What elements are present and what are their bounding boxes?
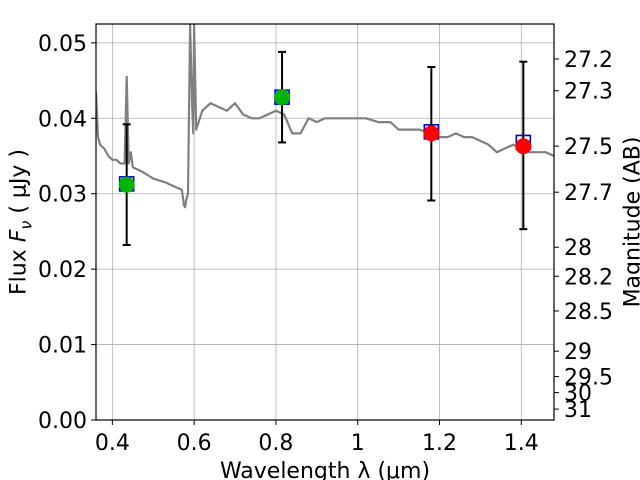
x-tick-label: 1.4 (504, 431, 539, 456)
y-tick-label: 0.05 (38, 32, 87, 57)
mag-tick-label: 27.3 (564, 80, 613, 105)
plot-frame (95, 23, 555, 421)
grid (96, 24, 554, 421)
mag-tick-label: 28.5 (564, 300, 613, 325)
mag-tick-label: 31 (564, 398, 592, 423)
y-label-subscript: ν (17, 221, 36, 230)
y-label-unit: ( μJy ) (7, 149, 32, 221)
data-point (274, 89, 291, 106)
mag-tick-label: 28.2 (564, 265, 613, 290)
y-tick-label: 0.00 (38, 409, 87, 434)
mag-tick-label: 27.7 (564, 181, 613, 206)
x-tick-label: 1.2 (422, 431, 457, 456)
ticks: 0.4 0.6 0.8 1 1.2 1.4 0.00 0.01 0.02 0.03 0.04 0.05… (38, 32, 613, 456)
y-label-symbol: F (7, 229, 32, 242)
mag-tick-label: 27.2 (564, 48, 613, 73)
y-axis-label: Flux Fν ( μJy ) (7, 149, 36, 295)
x-tick-label: 0.4 (95, 431, 130, 456)
spectrum-line (96, 24, 554, 209)
mag-tick-label: 29.5 (564, 366, 613, 391)
x-tick-label: 0.8 (258, 431, 293, 456)
x-axis-label: Wavelength λ (μm) (220, 459, 430, 480)
x-tick-label: 0.6 (177, 431, 212, 456)
y-label-prefix: Flux (7, 242, 32, 295)
mag-tick-label: 29 (564, 340, 592, 365)
y-tick-label: 0.03 (38, 183, 87, 208)
mag-tick-label: 30 (564, 382, 592, 407)
plot-data (96, 24, 554, 247)
y2-axis-label: Magnitude (AB) (621, 137, 640, 308)
data-point (515, 138, 532, 155)
y-tick-label: 0.02 (38, 258, 87, 283)
y-tick-label: 0.04 (38, 107, 87, 132)
data-point (118, 176, 135, 193)
data-point (423, 125, 440, 142)
x-tick-label: 1 (351, 431, 365, 456)
mag-tick-label: 27.5 (564, 135, 613, 160)
y-tick-label: 0.01 (38, 334, 87, 359)
mag-tick-label: 28 (564, 236, 592, 261)
